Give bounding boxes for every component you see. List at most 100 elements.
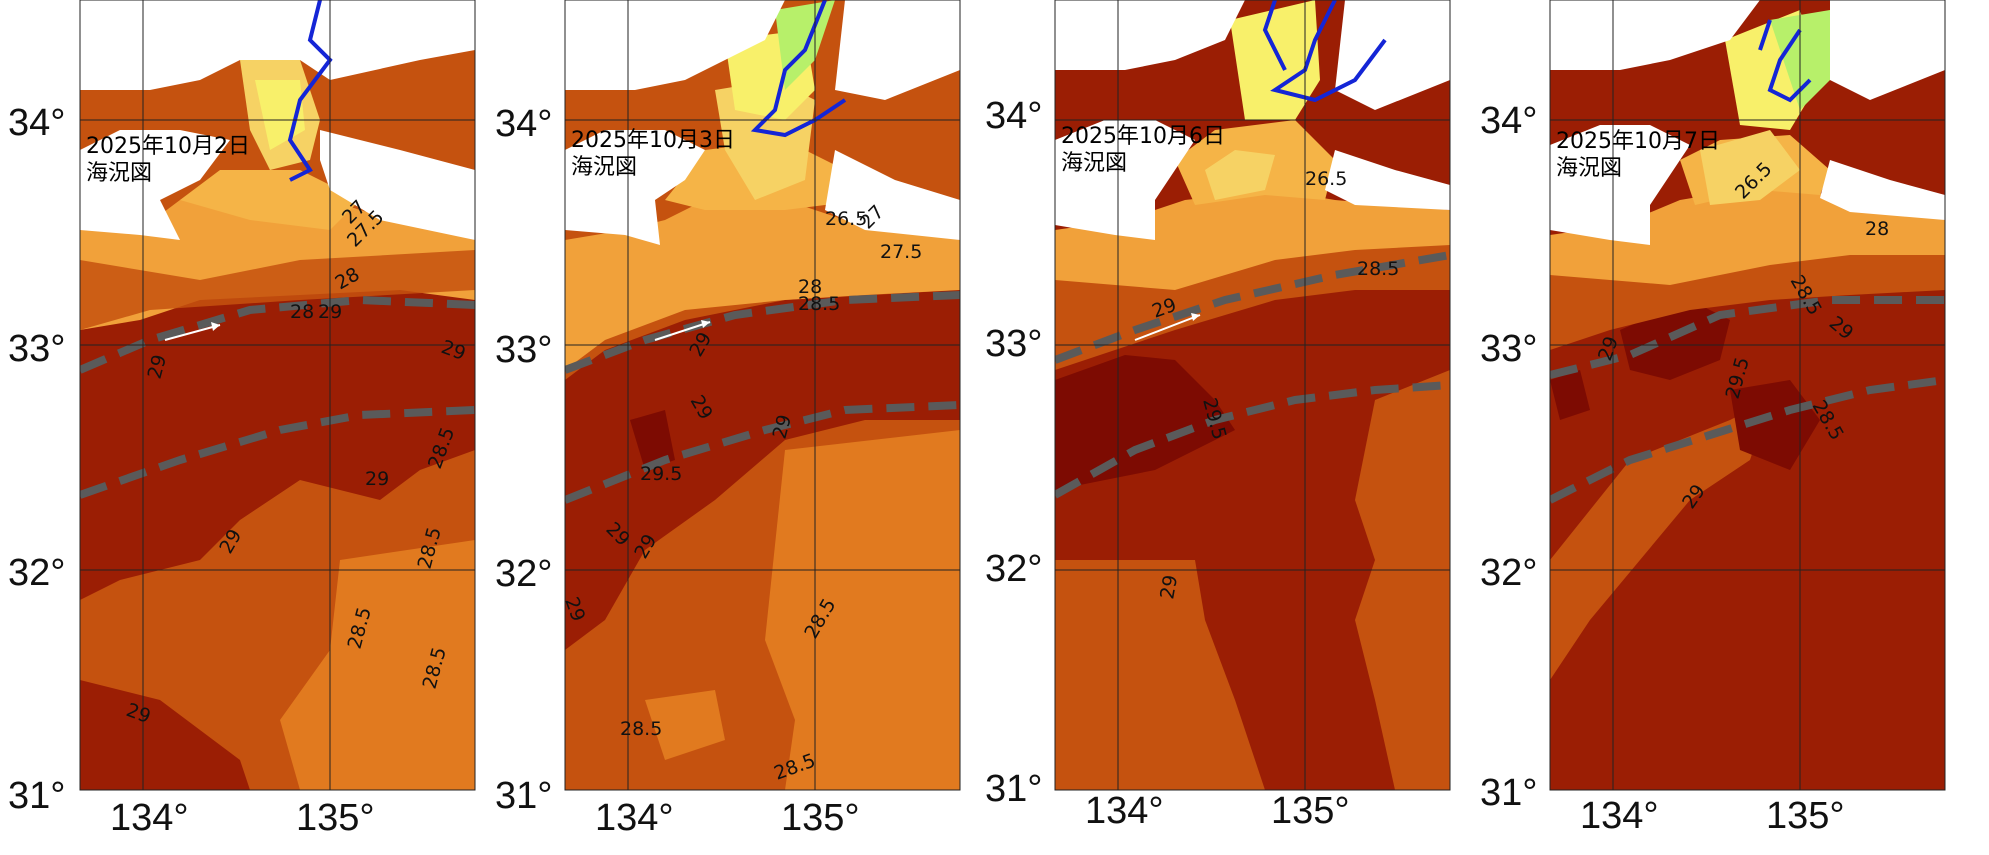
- contour-label: 29.5: [640, 463, 682, 485]
- contour-label: 28: [798, 276, 822, 298]
- sea-surface-29: [565, 290, 960, 650]
- graticule: [80, 0, 475, 790]
- lat-label-32: 32°: [1480, 552, 1538, 594]
- kuroshio-axis-south: [1550, 376, 1945, 504]
- lat-label-33: 33°: [985, 323, 1043, 365]
- land-mass-east: [835, 0, 960, 100]
- panel-2025-10-06: 26.5 28.5 29 29.5 29 2025年10月6日 海況図 34° …: [975, 0, 1451, 855]
- land-shikoku: [1550, 125, 1690, 245]
- bay-isotherm: [1270, 0, 1387, 103]
- sst-map-3: 26.5 28.5 29 29.5 29: [1054, 0, 1451, 791]
- map-date-title: 2025年10月7日 海況図: [1556, 128, 1720, 182]
- lon-label-134: 134°: [1580, 795, 1659, 837]
- lon-label-135: 135°: [296, 797, 375, 839]
- sea-surface-28-spot: [645, 690, 725, 760]
- land-shikoku: [565, 130, 705, 245]
- land-mass-east: [1335, 0, 1450, 110]
- map-frame: [564, 0, 961, 791]
- land-mass-east: [1830, 0, 1945, 100]
- sea-surface-28-orange: [280, 540, 475, 790]
- current-arrow: [654, 321, 711, 341]
- panel-2025-10-07: 26.5 28 28.5 29 29 29.5 28.5 29 2025年10月…: [1470, 0, 1946, 855]
- date-label: 2025年10月2日: [86, 134, 250, 159]
- lat-label-34: 34°: [1480, 100, 1538, 142]
- lon-label-135: 135°: [781, 797, 860, 839]
- land-kii: [320, 130, 475, 240]
- land-mass: [1055, 0, 1245, 70]
- lat-label-33: 33°: [495, 329, 553, 371]
- sst-map-1: 27 27.5 28 28 29 29 29 29 28.5 28.5 28.5…: [79, 0, 476, 791]
- sea-surface-26-5: [1205, 150, 1275, 200]
- current-arrow: [164, 324, 221, 341]
- sea-surface-27-5: [565, 200, 960, 370]
- sea-surface-27: [180, 170, 360, 230]
- panel-2025-10-03: 26.5 27 27.5 28 28.5 29 29 29.5 29 29 29…: [485, 0, 961, 855]
- land-kii: [1820, 160, 1945, 220]
- map-frame: [1054, 0, 1451, 791]
- lon-label-135: 135°: [1766, 795, 1845, 837]
- contour-label: 28.5: [798, 293, 840, 315]
- sst-map-2: 26.5 27 27.5 28 28.5 29 29 29.5 29 29 29…: [560, 0, 961, 791]
- chart-subtitle: 海況図: [571, 155, 638, 180]
- lat-label-31: 31°: [495, 775, 553, 817]
- contour-label: 28: [290, 301, 314, 323]
- graticule: [1055, 0, 1450, 790]
- kuroshio-axis-south: [1055, 381, 1450, 499]
- current-arrow: [1134, 314, 1201, 341]
- land-mass: [565, 0, 785, 90]
- sea-surface-28-band: [80, 250, 475, 330]
- contour-label: 28.5: [620, 718, 662, 740]
- lat-label-33: 33°: [1480, 328, 1538, 370]
- lat-label-32: 32°: [8, 552, 66, 594]
- bay-isotherm: [287, 0, 333, 182]
- map-frame: [79, 0, 476, 791]
- current-arrow-head: [701, 320, 710, 328]
- lon-label-134: 134°: [110, 797, 189, 839]
- graticule: [565, 0, 960, 790]
- land-kii: [825, 150, 960, 240]
- contour-label: 26.5: [825, 208, 867, 230]
- map-date-title: 2025年10月2日 海況図: [86, 133, 250, 187]
- sea-surface-28-5-southwest: [1055, 560, 1265, 790]
- lat-label-32: 32°: [495, 553, 553, 595]
- lon-label-135: 135°: [1271, 790, 1350, 832]
- panel-2025-10-02: 27 27.5 28 28 29 29 29 29 28.5 28.5 28.5…: [0, 0, 476, 855]
- graticule: [1550, 0, 1945, 790]
- land-shikoku: [1055, 120, 1195, 240]
- bay-isotherm: [1767, 28, 1812, 103]
- kuroshio-axis-south: [565, 401, 960, 504]
- bay-isotherm-west: [1758, 19, 1772, 51]
- sea-surface-29-5: [1055, 355, 1235, 490]
- sea-surface-29-5-south: [1730, 380, 1820, 470]
- lat-label-31: 31°: [985, 768, 1043, 810]
- kuroshio-axis-south: [80, 406, 475, 499]
- map-date-title: 2025年10月6日 海況図: [1061, 123, 1225, 177]
- sea-surface-29: [80, 285, 475, 600]
- land-mass: [80, 0, 475, 90]
- land-mass: [1550, 0, 1760, 70]
- lon-label-134: 134°: [1085, 790, 1164, 832]
- date-label: 2025年10月7日: [1556, 129, 1720, 154]
- contour-label: 26.5: [1305, 168, 1347, 190]
- contour-label: 28: [1865, 218, 1889, 240]
- lat-label-31: 31°: [8, 775, 66, 817]
- contour-label: 29: [318, 301, 342, 323]
- land-kii: [1325, 150, 1450, 210]
- chart-subtitle: 海況図: [1556, 156, 1623, 181]
- sea-surface-26-5: [1700, 130, 1800, 205]
- date-label: 2025年10月3日: [571, 128, 735, 153]
- chart-subtitle: 海況図: [86, 161, 153, 186]
- chart-subtitle: 海況図: [1061, 151, 1128, 176]
- lat-label-31: 31°: [1480, 772, 1538, 814]
- contour-label: 27.5: [880, 241, 922, 263]
- sea-surface-29-5-west: [1550, 370, 1590, 420]
- map-frame: [1549, 0, 1946, 791]
- lat-label-34: 34°: [495, 103, 553, 145]
- sea-surface-29-5-spot: [630, 410, 675, 470]
- map-date-title: 2025年10月3日 海況図: [571, 127, 735, 181]
- date-label: 2025年10月6日: [1061, 124, 1225, 149]
- sea-surface-28-orange: [765, 430, 960, 790]
- kuroshio-axis-north: [80, 295, 475, 374]
- kuroshio-axis-north: [1055, 251, 1450, 364]
- contour-label: 28.5: [1357, 258, 1399, 280]
